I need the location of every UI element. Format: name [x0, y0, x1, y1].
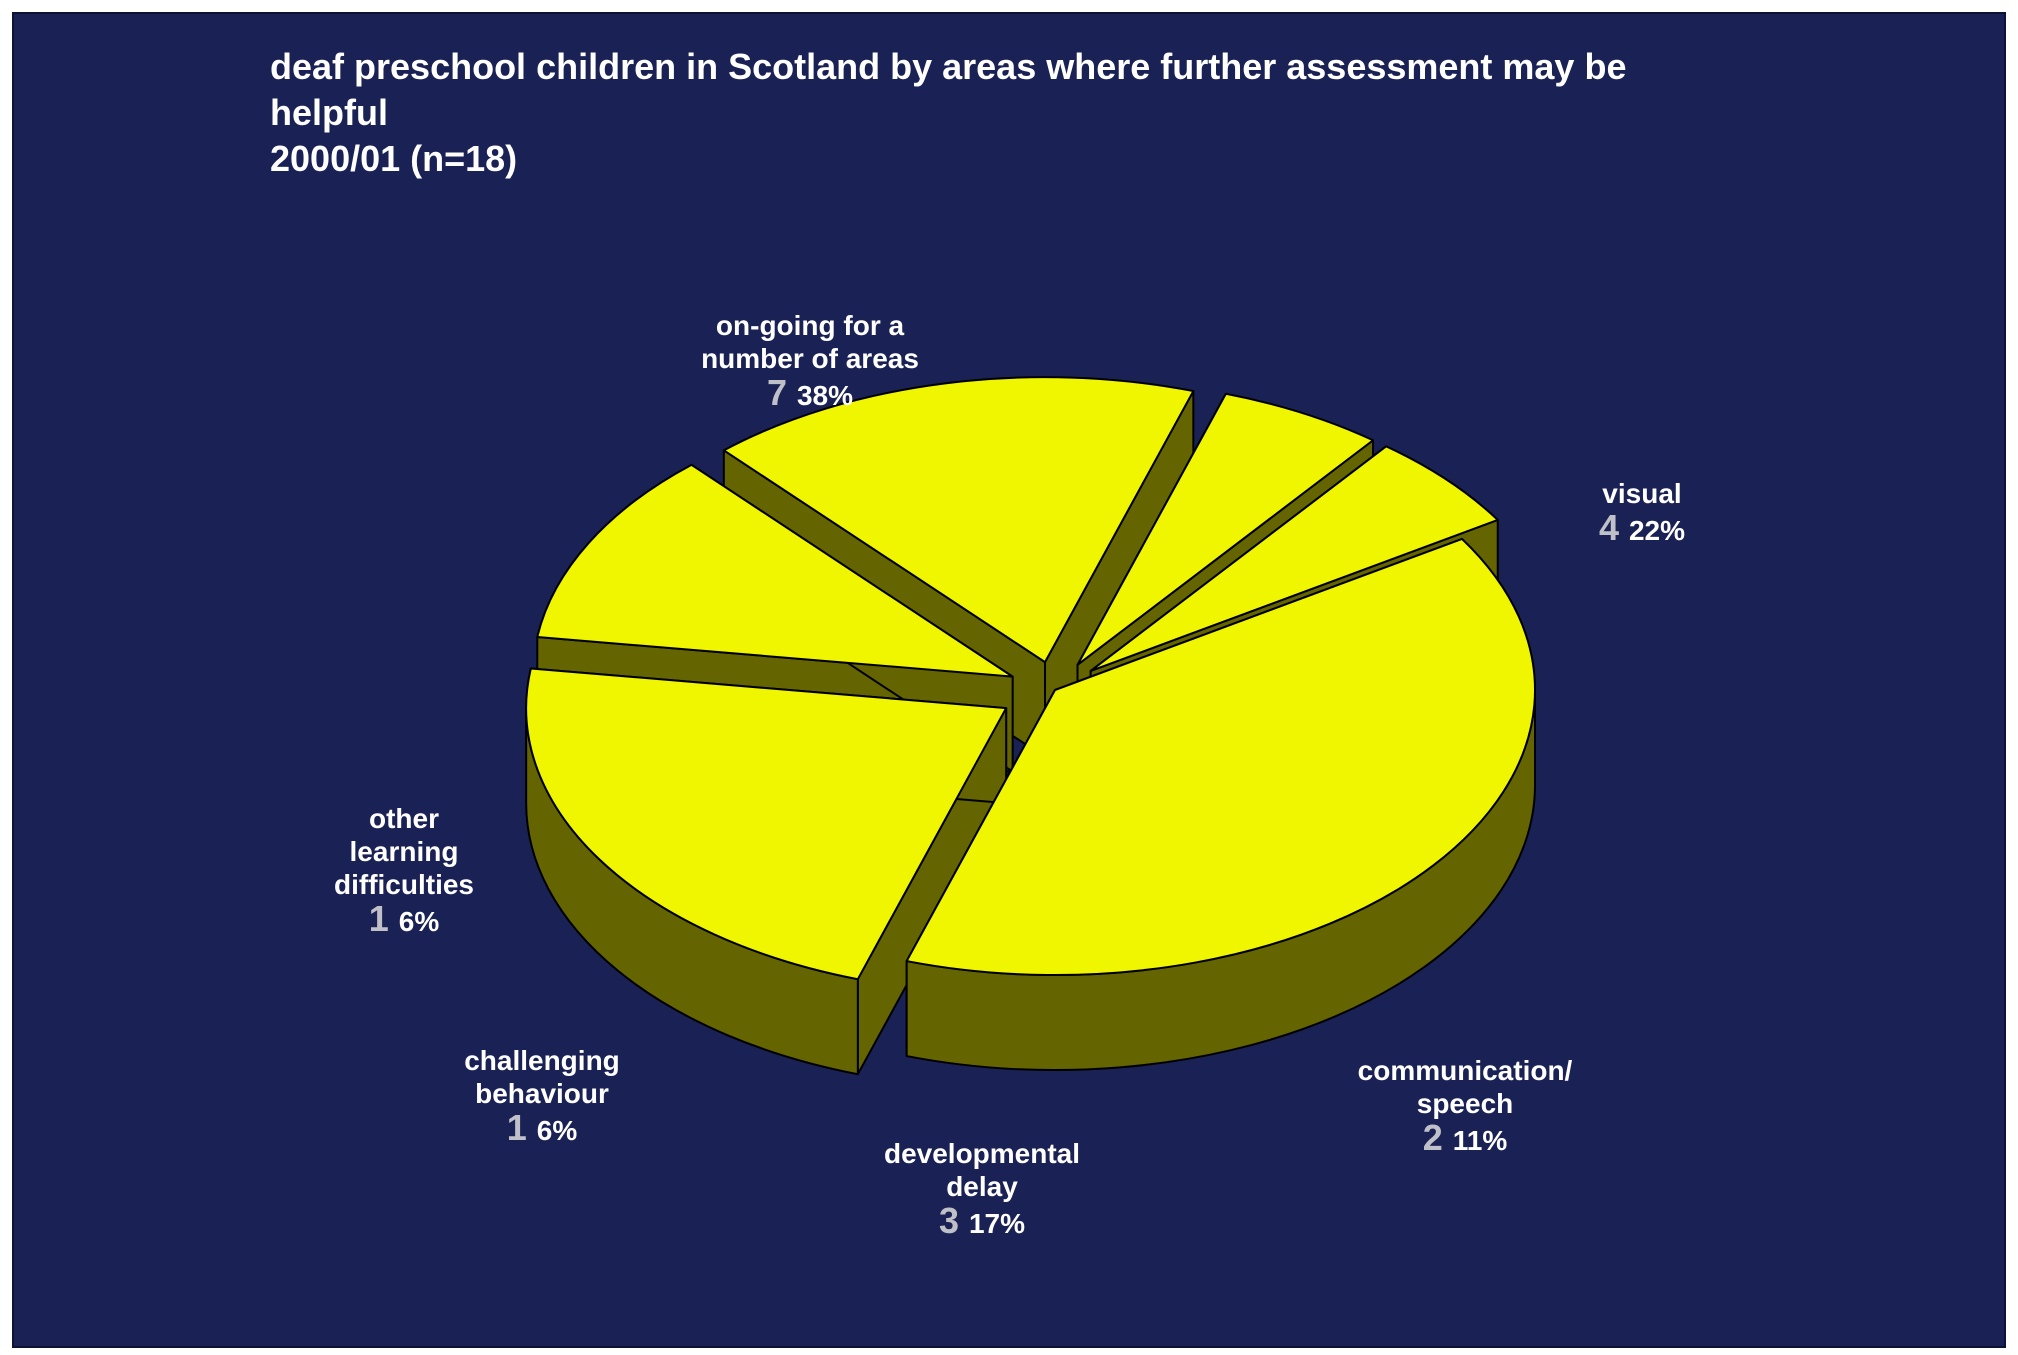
slice-percent-4: 6% [537, 1115, 578, 1146]
chart-title-line-1: deaf preschool children in Scotland by a… [270, 46, 1627, 87]
slice-label-name-3: developmental delay [884, 1138, 1080, 1202]
slice-count-3: 3 [939, 1200, 969, 1241]
slice-label-value-4: 1 6% [507, 1107, 578, 1148]
slice-label-name-4: challenging behaviour [464, 1045, 620, 1109]
pie-slice-4-top [1076, 392, 1375, 666]
slice-label-name-0: on-going for a number of areas [701, 310, 919, 374]
slice-count-0: 7 [767, 372, 797, 413]
chart-title-line-3: 2000/01 (n=18) [270, 138, 518, 179]
pie-slice-1-top [525, 667, 1008, 981]
slice-label-name-2: communication/speech [1358, 1055, 1573, 1119]
slice-percent-3: 17% [969, 1208, 1025, 1239]
chart-title: deaf preschool children in Scotland by a… [270, 44, 1870, 182]
slice-label-value-5: 1 6% [369, 898, 440, 939]
slice-percent-2: 11% [1453, 1125, 1508, 1156]
chart-title-line-2: helpful [270, 92, 388, 133]
pie-slice-5-top [1089, 445, 1499, 672]
slice-percent-1: 22% [1629, 515, 1685, 546]
pie-slice-3-top [722, 376, 1195, 664]
slice-count-2: 2 [1423, 1117, 1453, 1158]
pie-slice-0 [905, 537, 1536, 1071]
slice-label-name-1: visual [1602, 478, 1681, 509]
slice-label-value-2: 2 11% [1423, 1117, 1508, 1158]
slice-label-value-3: 3 17% [939, 1200, 1025, 1241]
pie-slice-2 [536, 463, 1014, 773]
slice-count-1: 4 [1599, 507, 1629, 548]
slice-label-value-1: 4 22% [1599, 507, 1685, 548]
slice-label-name-5: other learning difficulties [334, 803, 474, 900]
slice-label-value-0: 7 38% [767, 372, 853, 413]
slice-percent-0: 38% [797, 380, 853, 411]
slice-count-5: 1 [369, 898, 399, 939]
pie-slice-0-top [905, 537, 1536, 976]
pie-slice-2-top [536, 463, 1014, 678]
slice-count-4: 1 [507, 1107, 537, 1148]
pie-slice-1 [525, 667, 1008, 1076]
slice-percent-5: 6% [399, 906, 440, 937]
